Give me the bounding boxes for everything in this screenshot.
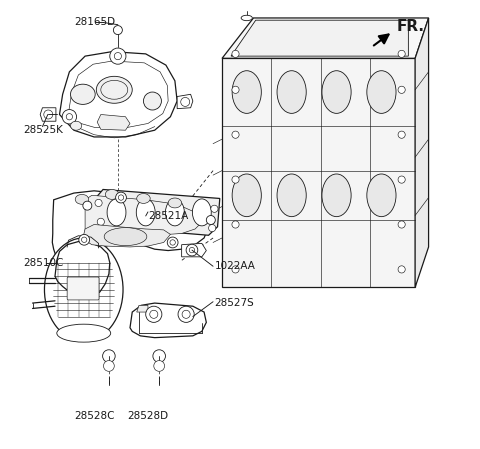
Ellipse shape — [71, 121, 82, 130]
Polygon shape — [97, 114, 130, 130]
Circle shape — [146, 306, 162, 322]
Polygon shape — [50, 191, 209, 299]
Circle shape — [83, 201, 92, 210]
Circle shape — [398, 176, 405, 183]
Ellipse shape — [241, 15, 252, 21]
Polygon shape — [231, 20, 408, 56]
Polygon shape — [222, 58, 415, 287]
Circle shape — [206, 216, 216, 224]
Polygon shape — [90, 189, 220, 235]
Ellipse shape — [192, 199, 211, 226]
Polygon shape — [181, 243, 206, 257]
Text: 28528C: 28528C — [74, 411, 114, 421]
Ellipse shape — [136, 199, 155, 226]
Ellipse shape — [277, 70, 306, 113]
Polygon shape — [84, 224, 170, 247]
Ellipse shape — [168, 198, 181, 208]
Ellipse shape — [232, 174, 261, 217]
Circle shape — [150, 310, 158, 318]
Circle shape — [95, 199, 102, 207]
Ellipse shape — [277, 174, 306, 217]
Circle shape — [232, 86, 239, 93]
Circle shape — [398, 221, 405, 228]
Circle shape — [44, 110, 53, 119]
Text: 28521A: 28521A — [148, 211, 188, 221]
Ellipse shape — [367, 70, 396, 113]
Circle shape — [66, 114, 72, 120]
Circle shape — [97, 218, 105, 225]
Ellipse shape — [367, 174, 396, 217]
Ellipse shape — [104, 228, 147, 246]
Circle shape — [62, 110, 77, 124]
Ellipse shape — [322, 174, 351, 217]
Circle shape — [232, 131, 239, 138]
Circle shape — [398, 131, 405, 138]
Circle shape — [79, 234, 90, 245]
Polygon shape — [415, 18, 429, 287]
Circle shape — [167, 237, 178, 248]
Circle shape — [153, 350, 166, 362]
Circle shape — [232, 50, 239, 57]
Polygon shape — [55, 242, 110, 298]
Circle shape — [103, 350, 115, 362]
Polygon shape — [137, 305, 148, 312]
Polygon shape — [60, 52, 177, 137]
Circle shape — [170, 240, 175, 245]
Circle shape — [211, 205, 218, 212]
Circle shape — [232, 176, 239, 183]
Circle shape — [113, 26, 122, 35]
Polygon shape — [177, 94, 193, 109]
Ellipse shape — [75, 194, 89, 204]
Circle shape — [82, 237, 87, 242]
Text: 28528D: 28528D — [127, 411, 168, 421]
Ellipse shape — [144, 92, 161, 110]
Circle shape — [209, 224, 216, 232]
Circle shape — [110, 48, 126, 64]
Circle shape — [178, 306, 194, 322]
Circle shape — [398, 50, 405, 57]
Text: 28527S: 28527S — [215, 298, 254, 308]
Polygon shape — [130, 303, 206, 338]
Text: 28525K: 28525K — [24, 125, 63, 135]
Polygon shape — [85, 195, 202, 252]
Polygon shape — [222, 18, 429, 58]
Circle shape — [232, 221, 239, 228]
Circle shape — [119, 195, 124, 200]
Ellipse shape — [45, 238, 123, 341]
Ellipse shape — [107, 199, 126, 226]
Circle shape — [116, 192, 126, 203]
Circle shape — [114, 53, 121, 60]
Ellipse shape — [137, 194, 150, 203]
Ellipse shape — [322, 70, 351, 113]
Ellipse shape — [71, 84, 95, 105]
Circle shape — [181, 97, 190, 106]
Circle shape — [189, 247, 195, 253]
Circle shape — [186, 244, 198, 256]
Text: 28165D: 28165D — [74, 17, 115, 26]
Circle shape — [398, 266, 405, 273]
Circle shape — [398, 86, 405, 93]
Ellipse shape — [105, 189, 119, 199]
Circle shape — [182, 310, 190, 318]
Text: FR.: FR. — [396, 19, 424, 35]
Text: 28510C: 28510C — [24, 258, 64, 268]
Ellipse shape — [96, 76, 132, 103]
Ellipse shape — [166, 199, 184, 226]
Polygon shape — [40, 108, 56, 121]
Circle shape — [232, 266, 239, 273]
Ellipse shape — [232, 70, 261, 113]
Circle shape — [104, 361, 114, 371]
Ellipse shape — [57, 324, 111, 342]
FancyBboxPatch shape — [67, 277, 99, 300]
Circle shape — [154, 361, 165, 371]
Text: 1022AA: 1022AA — [215, 261, 255, 271]
